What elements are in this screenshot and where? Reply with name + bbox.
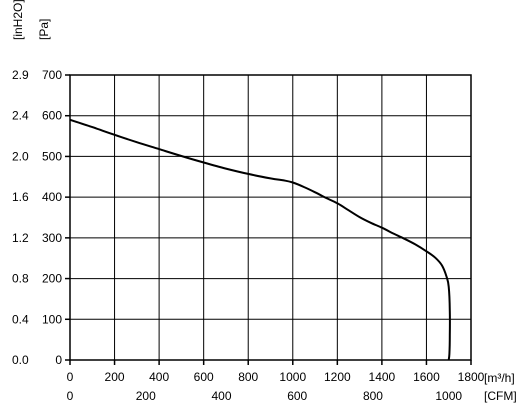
y-secondary-label-1.2: 1.2 [12, 231, 29, 245]
x-secondary-label-800: 800 [363, 389, 383, 403]
x-unit-secondary: [CFM] [484, 389, 517, 403]
y-tick-label-200: 200 [42, 272, 62, 286]
y-secondary-label-2.9: 2.9 [12, 68, 29, 82]
x-tick-label-600: 600 [194, 370, 214, 384]
y-tick-label-0: 0 [55, 353, 62, 367]
x-tick-label-1000: 1000 [279, 370, 306, 384]
y-tick-label-500: 500 [42, 149, 62, 163]
y-secondary-label-2.4: 2.4 [12, 109, 29, 123]
y-tick-label-400: 400 [42, 190, 62, 204]
y-secondary-label-1.6: 1.6 [12, 190, 29, 204]
x-tick-label-0: 0 [67, 370, 74, 384]
y-secondary-label-0.4: 0.4 [12, 312, 29, 326]
y-tick-label-600: 600 [42, 109, 62, 123]
x-tick-label-1400: 1400 [369, 370, 396, 384]
x-tick-label-1600: 1600 [413, 370, 440, 384]
y-secondary-label-2.0: 2.0 [12, 149, 29, 163]
y-tick-label-700: 700 [42, 68, 62, 82]
y-unit-secondary: [inH2O] [11, 0, 25, 40]
y-tick-label-300: 300 [42, 231, 62, 245]
x-tick-label-1200: 1200 [324, 370, 351, 384]
x-secondary-label-200: 200 [136, 389, 156, 403]
x-secondary-label-0: 0 [67, 389, 74, 403]
x-secondary-label-400: 400 [211, 389, 231, 403]
y-secondary-label-0.8: 0.8 [12, 272, 29, 286]
series-line [69, 118, 451, 361]
y-tick-label-100: 100 [42, 312, 62, 326]
x-unit-primary: [m³/h] [484, 371, 515, 385]
x-tick-label-1800: 1800 [458, 370, 485, 384]
grid [70, 75, 471, 360]
x-secondary-label-1000: 1000 [435, 389, 462, 403]
plot-frame [69, 74, 472, 361]
x-tick-label-800: 800 [238, 370, 258, 384]
x-tick-label-200: 200 [105, 370, 125, 384]
axis-ticks [65, 74, 472, 365]
y-secondary-label-0.0: 0.0 [12, 353, 29, 367]
x-tick-label-400: 400 [149, 370, 169, 384]
y-unit-primary: [Pa] [37, 19, 51, 40]
x-secondary-label-600: 600 [287, 389, 307, 403]
